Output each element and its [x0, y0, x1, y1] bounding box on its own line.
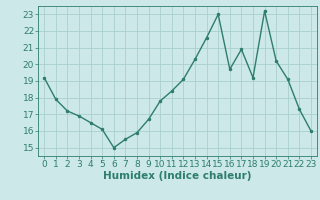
- X-axis label: Humidex (Indice chaleur): Humidex (Indice chaleur): [103, 171, 252, 181]
